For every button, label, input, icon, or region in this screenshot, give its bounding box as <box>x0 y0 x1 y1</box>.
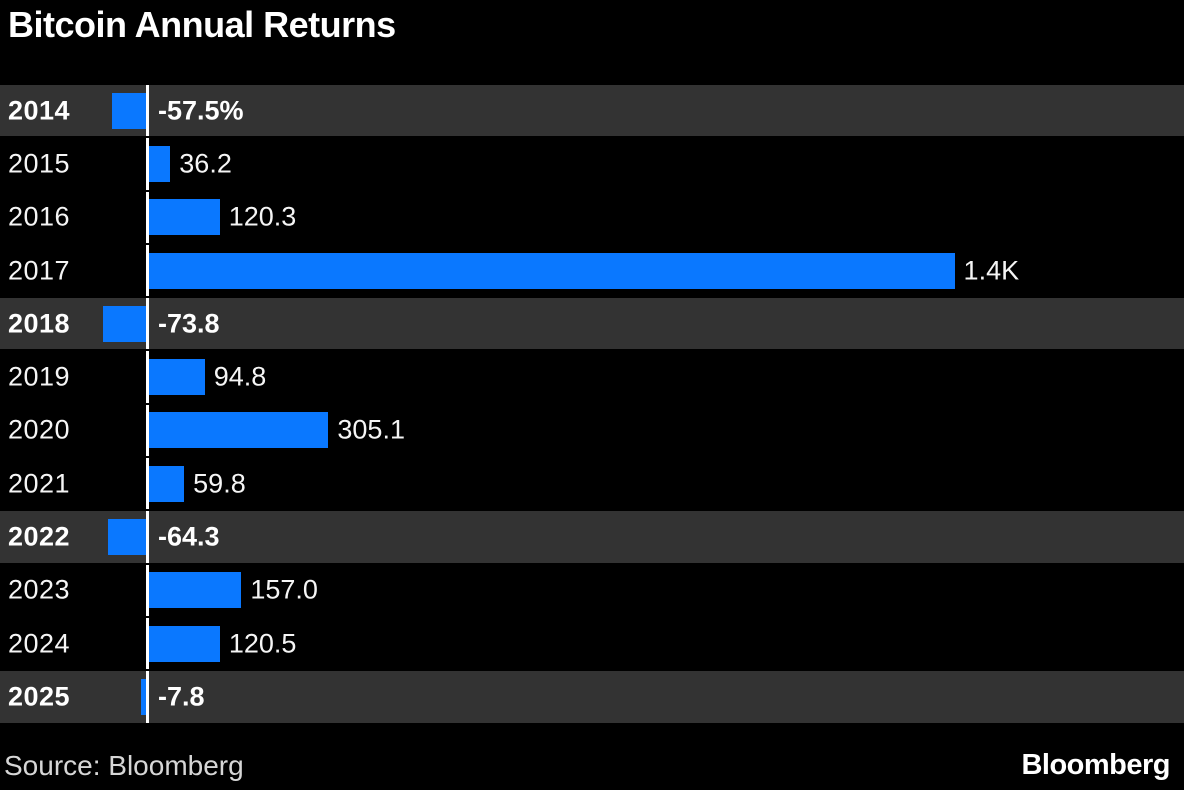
value-label: 1.4K <box>963 255 1020 286</box>
value-bar <box>149 145 171 182</box>
chart-row: 2019 94.8 <box>0 351 1184 403</box>
value-bar <box>149 465 185 502</box>
value-bar <box>112 92 146 129</box>
value-label: -64.3 <box>158 521 220 552</box>
chart-row: 2015 36.2 <box>0 138 1184 190</box>
zero-baseline <box>146 244 149 297</box>
year-label: 2025 <box>8 681 71 712</box>
value-label: -73.8 <box>158 308 220 339</box>
value-bar <box>149 572 242 609</box>
year-label: 2021 <box>8 468 71 499</box>
year-label: 2023 <box>8 574 71 605</box>
footer: Source: Bloomberg Bloomberg <box>0 730 1184 790</box>
chart-row: 2014 -57.5% <box>0 85 1184 137</box>
zero-baseline <box>146 511 149 563</box>
source-text: Source: Bloomberg <box>4 750 244 781</box>
year-label: 2024 <box>8 628 71 659</box>
value-label: -7.8 <box>158 681 205 712</box>
chart-row: 2020 305.1 <box>0 404 1184 457</box>
value-label: 305.1 <box>337 414 405 445</box>
value-label: 120.3 <box>228 201 297 232</box>
year-label: 2016 <box>8 201 71 232</box>
zero-baseline <box>146 298 149 350</box>
value-bar <box>149 412 329 449</box>
value-label: 120.5 <box>228 628 297 659</box>
value-bar <box>149 625 220 662</box>
zero-baseline <box>146 458 149 510</box>
value-label: 94.8 <box>213 361 267 392</box>
year-label: 2020 <box>8 414 71 445</box>
value-bar <box>108 519 146 556</box>
chart-row: 2023 157.0 <box>0 564 1184 616</box>
year-label: 2019 <box>8 361 71 392</box>
value-label: -57.5% <box>158 95 244 126</box>
zero-baseline <box>146 404 149 457</box>
page-title: Bitcoin Annual Returns <box>8 4 396 45</box>
value-label: 157.0 <box>250 574 318 605</box>
zero-baseline <box>146 138 149 190</box>
value-label: 59.8 <box>193 468 246 499</box>
zero-baseline <box>146 191 149 243</box>
zero-baseline <box>146 671 149 723</box>
value-bar <box>102 305 146 342</box>
chart-row: 2018 -73.8 <box>0 298 1184 350</box>
zero-baseline <box>146 351 149 403</box>
year-label: 2015 <box>8 148 71 179</box>
value-bar <box>149 199 220 236</box>
value-label: 36.2 <box>179 148 232 179</box>
chart-row: 2017 1.4K <box>0 244 1184 297</box>
chart-row: 2025 -7.8 <box>0 671 1184 723</box>
year-label: 2014 <box>8 95 71 126</box>
value-bar <box>141 678 146 715</box>
year-label: 2022 <box>8 521 71 552</box>
chart-row: 2021 59.8 <box>0 458 1184 510</box>
value-bar <box>149 252 955 289</box>
zero-baseline <box>146 617 149 670</box>
chart-row: 2022 -64.3 <box>0 511 1184 563</box>
chart-row: 2024 120.5 <box>0 617 1184 670</box>
zero-baseline <box>146 85 149 137</box>
year-label: 2018 <box>8 308 71 339</box>
bar-chart: 2014 -57.5% 2015 36.2 2016 120.3 2017 1.… <box>0 85 1184 725</box>
value-bar <box>149 359 205 396</box>
zero-baseline <box>146 564 149 616</box>
chart-row: 2016 120.3 <box>0 191 1184 243</box>
year-label: 2017 <box>8 255 71 286</box>
bloomberg-logo: Bloomberg <box>1021 749 1170 781</box>
